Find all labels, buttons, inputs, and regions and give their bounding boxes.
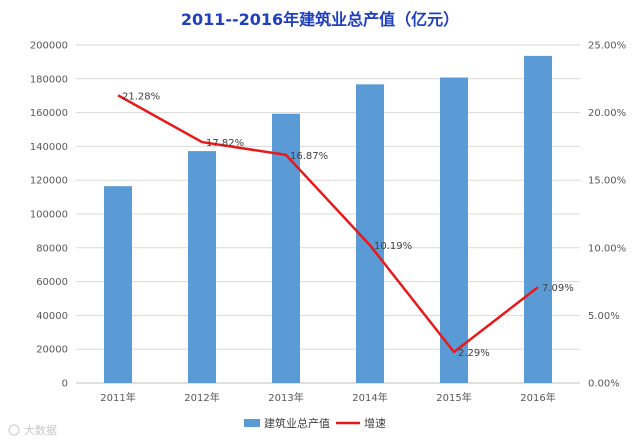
x-axis-tick-label: 2012年 [184, 391, 219, 404]
right-axis-tick-label: 25.00% [588, 41, 626, 52]
right-axis-tick-label: 10.00% [588, 243, 626, 254]
left-axis-tick-label: 0 [62, 379, 68, 390]
bar [524, 55, 552, 384]
watermark-text: 大数据 [24, 423, 57, 437]
left-axis-tick-label: 120000 [30, 176, 68, 187]
left-axis-tick-label: 60000 [36, 277, 68, 288]
chart-title: 2011--2016年建筑业总产值（亿元） [180, 10, 460, 29]
growth-line [117, 94, 539, 354]
right-axis-ticks: 0.00% 5.00% 10.00% 15.00% 20.00% 25.00% [588, 41, 626, 390]
legend-line-label: 增速 [364, 416, 386, 430]
x-axis-tick-label: 2013年 [268, 391, 303, 404]
right-axis-tick-label: 15.00% [588, 176, 626, 187]
left-axis-tick-label: 200000 [30, 41, 68, 52]
watermark: 大数据 [8, 423, 57, 437]
left-axis-tick-label: 20000 [36, 345, 68, 356]
right-axis-tick-label: 0.00% [588, 379, 620, 390]
left-axis-tick-label: 160000 [30, 108, 68, 119]
legend-bar-swatch [244, 419, 260, 427]
line-series [117, 94, 539, 354]
gridlines [76, 44, 580, 384]
left-axis-tick-label: 140000 [30, 142, 68, 153]
right-axis-tick-label: 20.00% [588, 108, 626, 119]
bar [440, 77, 468, 384]
right-axis-tick-label: 5.00% [588, 311, 620, 322]
x-axis-ticks: 2011年 2012年 2013年 2014年 2015年 2016年 [100, 391, 555, 404]
bar [188, 151, 216, 383]
data-label: 17.82% [206, 138, 244, 149]
data-label: 2.29% [458, 348, 490, 359]
bar-series [104, 55, 552, 384]
data-label: 16.87% [290, 151, 328, 162]
x-axis-tick-label: 2016年 [520, 391, 555, 404]
x-axis-tick-label: 2015年 [436, 391, 471, 404]
bar [272, 113, 300, 383]
x-axis-tick-label: 2014年 [352, 391, 387, 404]
watermark-logo-icon [8, 424, 20, 436]
data-label: 21.28% [122, 91, 160, 102]
data-label: 10.19% [374, 241, 412, 252]
data-labels: 21.28% 17.82% 16.87% 10.19% 2.29% 7.09% [122, 91, 574, 359]
left-axis-tick-label: 80000 [36, 243, 68, 254]
x-axis-tick-label: 2011年 [100, 391, 135, 404]
data-label: 7.09% [542, 283, 574, 294]
left-axis-tick-label: 40000 [36, 311, 68, 322]
legend-bar-label: 建筑业总产值 [264, 416, 330, 430]
left-axis-tick-label: 180000 [30, 74, 68, 85]
legend: 建筑业总产值 增速 [244, 416, 386, 430]
bar [104, 186, 132, 383]
left-axis-ticks: 0 20000 40000 60000 80000 100000 120000 140000 1… [30, 41, 68, 390]
left-axis-tick-label: 100000 [30, 210, 68, 221]
